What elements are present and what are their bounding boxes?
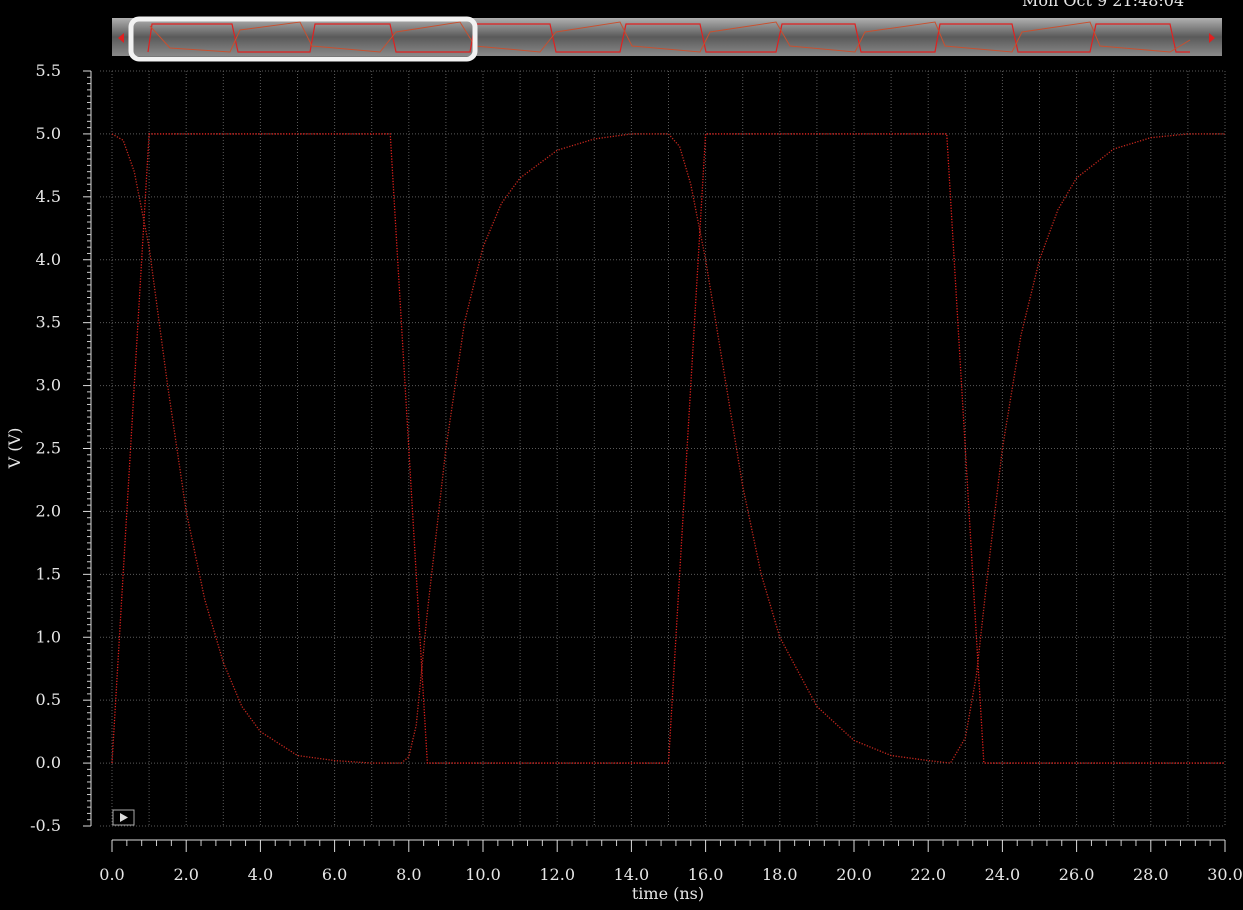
overview-wave bbox=[147, 23, 1190, 53]
y-tick-label: 3.0 bbox=[36, 376, 61, 395]
x-tick-label: 6.0 bbox=[322, 865, 347, 884]
overview-selector[interactable] bbox=[128, 16, 478, 62]
overview-wave bbox=[149, 21, 1191, 53]
scroll-left[interactable] bbox=[118, 33, 124, 43]
y-tick-label: 1.0 bbox=[36, 627, 61, 646]
y-tick-label: 5.0 bbox=[36, 124, 61, 143]
y-tick-label: 0.5 bbox=[36, 690, 61, 709]
x-tick-label: 4.0 bbox=[248, 865, 273, 884]
y-tick-label: 4.5 bbox=[36, 187, 61, 206]
x-tick-label: 20.0 bbox=[836, 865, 872, 884]
x-tick-label: 8.0 bbox=[396, 865, 421, 884]
y-tick-label: 2.0 bbox=[36, 501, 61, 520]
x-tick-label: 24.0 bbox=[985, 865, 1021, 884]
x-tick-label: 18.0 bbox=[762, 865, 798, 884]
series-line bbox=[111, 133, 1225, 764]
x-axis-label: time (ns) bbox=[632, 884, 704, 903]
y-tick-label: 3.5 bbox=[36, 313, 61, 332]
timestamp: Mon Oct 9 21:48:04 bbox=[1022, 0, 1184, 10]
overview-bar[interactable] bbox=[112, 16, 1222, 62]
y-tick-label: 4.0 bbox=[36, 250, 61, 269]
x-tick-label: 12.0 bbox=[539, 865, 575, 884]
x-tick-label: 2.0 bbox=[173, 865, 198, 884]
x-tick-label: 22.0 bbox=[910, 865, 946, 884]
y-tick-label: 2.5 bbox=[36, 439, 61, 458]
y-tick-label: 0.0 bbox=[36, 753, 61, 772]
y-tick-label: 1.5 bbox=[36, 564, 61, 583]
scroll-right[interactable] bbox=[1209, 33, 1215, 43]
x-tick-label: 30.0 bbox=[1207, 865, 1243, 884]
x-tick-label: 0.0 bbox=[99, 865, 124, 884]
y-tick-label: -0.5 bbox=[30, 816, 61, 835]
x-tick-label: 10.0 bbox=[465, 865, 501, 884]
play-button[interactable] bbox=[112, 809, 135, 826]
play-icon bbox=[120, 813, 128, 822]
y-tick-label: 5.5 bbox=[36, 61, 61, 80]
x-tick-label: 14.0 bbox=[614, 865, 650, 884]
x-tick-label: 28.0 bbox=[1133, 865, 1169, 884]
y-axis-label: V (V) bbox=[5, 428, 24, 470]
x-tick-label: 26.0 bbox=[1059, 865, 1095, 884]
x-tick-label: 16.0 bbox=[688, 865, 724, 884]
